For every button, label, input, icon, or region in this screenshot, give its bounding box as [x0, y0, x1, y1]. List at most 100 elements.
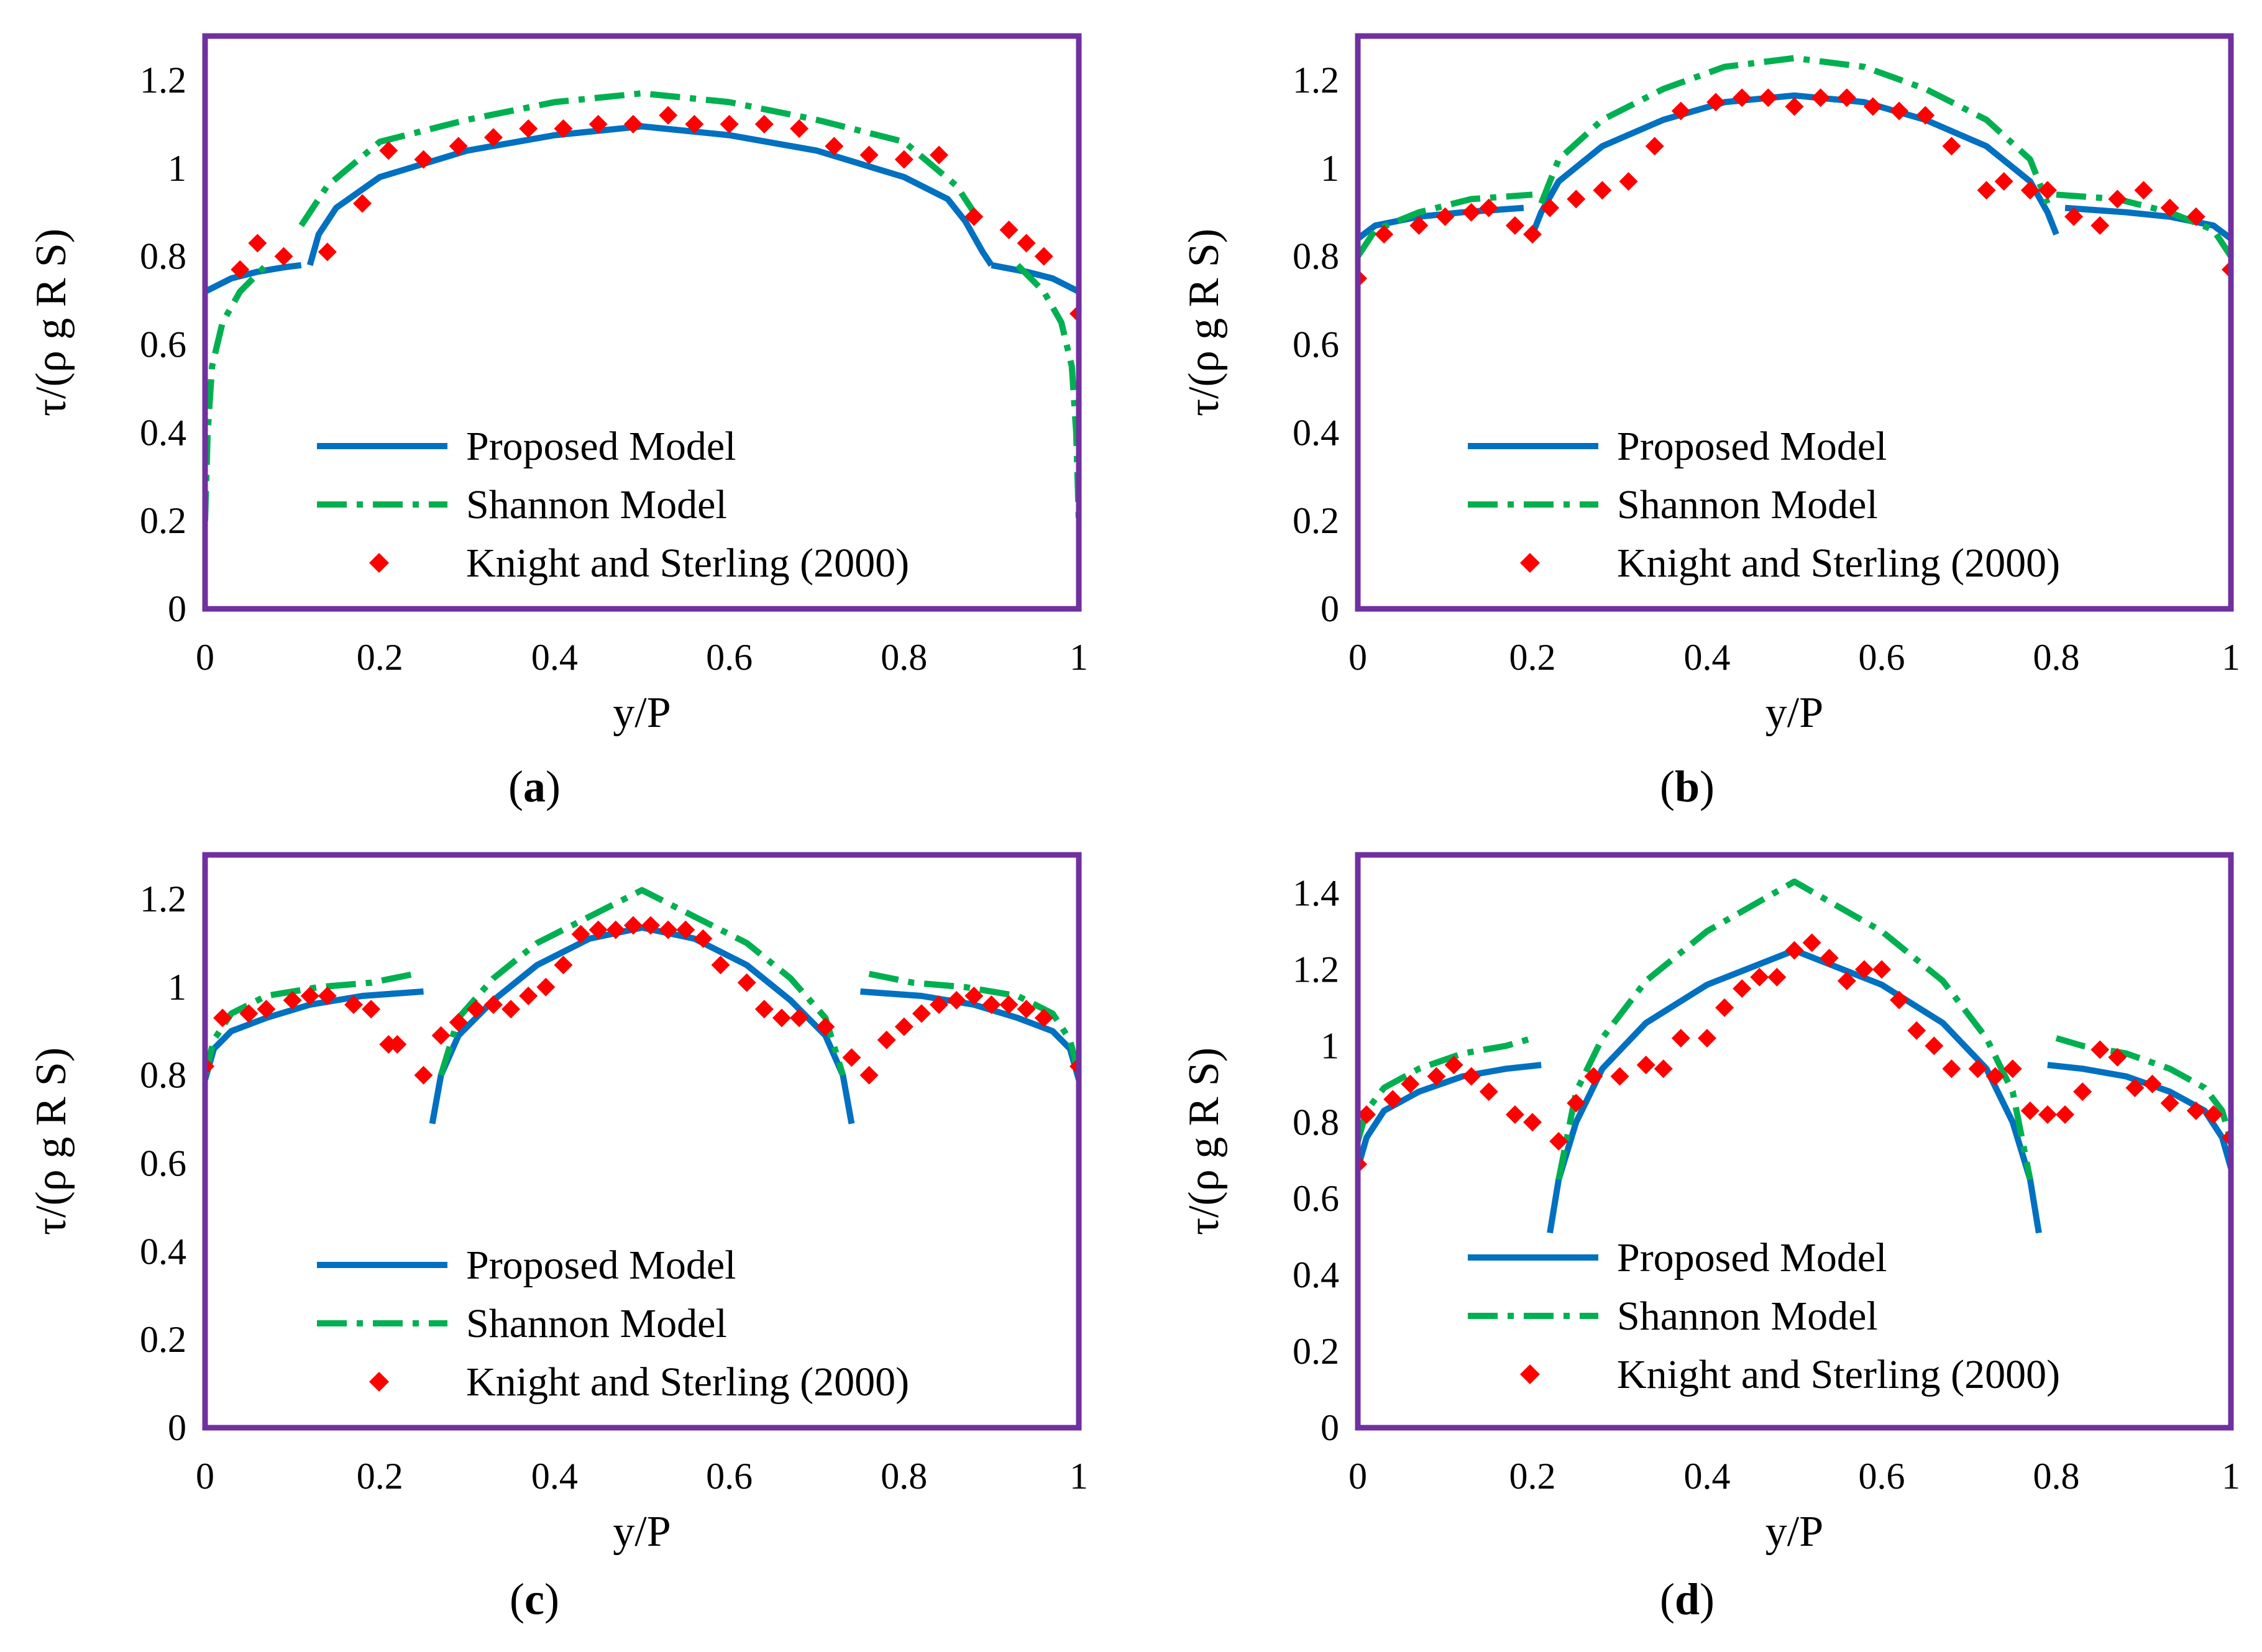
legend: Proposed Model Shannon Model Knight and St…	[317, 1243, 909, 1405]
knight-data-point	[1017, 234, 1036, 253]
knight-data-point	[1654, 1059, 1673, 1079]
knight-data-point	[388, 1034, 407, 1054]
x-tick-label: 0.2	[1509, 637, 1556, 678]
y-tick-label: 1.4	[1293, 872, 1339, 913]
y-tick-label: 0.4	[1293, 1254, 1339, 1295]
red-diamond-marker-icon	[1520, 1364, 1540, 1384]
y-axis-label: τ/(ρ g R S)	[1180, 1047, 1228, 1235]
knight-data-point	[1567, 1093, 1586, 1113]
chart-panel-a: 0 0.2 0.4 0.6 0.8 1 1.2 0 0.2 0.4 0.6 0.8 1 y/P τ/(ρ g…	[27, 33, 1088, 811]
knight-data-point	[213, 1008, 232, 1028]
knight-data-point	[2108, 1047, 2127, 1067]
knight-data-point	[1706, 93, 1726, 112]
knight-data-point	[930, 995, 949, 1015]
knight-data-point	[1698, 1029, 1716, 1048]
y-tick-label: 1	[168, 967, 186, 1008]
y-tick-label: 0.2	[1293, 1331, 1339, 1372]
knight-data-point	[1802, 933, 1821, 952]
shannon-model-curve	[1538, 55, 2051, 205]
y-axis-label: τ/(ρ g R S)	[27, 1047, 75, 1235]
knight-data-point	[754, 1000, 774, 1019]
knight-data-point	[711, 956, 730, 975]
knight-data-point	[1890, 990, 1909, 1010]
knight-data-point	[1479, 198, 1498, 217]
knight-data-point	[947, 991, 966, 1010]
knight-data-point	[1750, 967, 1769, 987]
plot-frame	[1355, 852, 2234, 1431]
knight-data-point	[2186, 207, 2205, 226]
x-tick-label: 0.6	[1859, 1456, 1905, 1497]
knight-data-point	[894, 1017, 914, 1036]
knight-data-point	[1837, 971, 1856, 990]
legend-label-shannon: Shannon Model	[1617, 482, 1878, 527]
knight-data-point	[1916, 106, 1935, 125]
x-tick-label: 0	[1348, 1456, 1367, 1497]
shannon-model-curve	[298, 90, 986, 227]
knight-data-point	[2204, 1105, 2223, 1124]
knight-data-point	[536, 977, 556, 997]
knight-data-point	[1994, 172, 2013, 191]
y-tick-label: 0.2	[1293, 500, 1339, 541]
knight-data-point	[1462, 203, 1481, 222]
y-tick-label: 0.2	[140, 500, 186, 541]
knight-data-point	[1890, 101, 1909, 121]
y-tick-label: 1	[168, 148, 186, 189]
knight-data-point	[1427, 1067, 1446, 1086]
knight-data-point	[1593, 181, 1612, 200]
knight-data-point	[1977, 181, 1996, 200]
knight-data-point	[1409, 216, 1429, 235]
knight-data-point	[842, 1048, 861, 1067]
legend-label-shannon: Shannon Model	[466, 482, 727, 527]
x-tick-label: 0.2	[357, 1456, 403, 1497]
knight-data-point	[1444, 1056, 1463, 1075]
y-tick-label: 0.2	[140, 1319, 186, 1360]
knight-data-point	[1942, 1059, 1961, 1079]
caption-letter: d	[1675, 1574, 1700, 1624]
legend-label-shannon: Shannon Model	[466, 1301, 727, 1346]
knight-data-point	[431, 1026, 451, 1045]
y-tick-label: 0.8	[140, 1055, 186, 1096]
knight-data-point	[1785, 97, 1804, 116]
y-tick-label: 1.2	[140, 60, 186, 101]
proposed-model-curve	[205, 988, 424, 1081]
knight-data-point	[379, 141, 398, 160]
knight-data-point	[1034, 1008, 1053, 1028]
knight-data-point	[1820, 948, 1839, 967]
shannon-model-curve	[1358, 1035, 1534, 1143]
x-tick-label: 0.8	[881, 637, 927, 678]
knight-data-point	[353, 194, 372, 213]
x-tick-label: 0.8	[2033, 1456, 2080, 1497]
y-tick-label: 0	[168, 588, 186, 629]
proposed-model-curve	[1547, 947, 2042, 1234]
x-tick-label: 0	[196, 1456, 214, 1497]
panel-caption: (c)	[510, 1574, 559, 1624]
legend-label-knight: Knight and Sterling (2000)	[1617, 541, 2060, 586]
knight-data-point	[449, 137, 468, 156]
x-tick-label: 0.4	[1684, 637, 1731, 678]
y-axis-label: τ/(ρ g R S)	[1180, 229, 1228, 416]
shannon-model-curve	[1358, 191, 1533, 258]
chart-panel-c: 0 0.2 0.4 0.6 0.8 1 1.2 0 0.2 0.4 0.6 0.8 1 y/P τ/(ρ g…	[27, 852, 1088, 1624]
knight-data-point	[694, 929, 713, 948]
caption-paren-open: (	[510, 1574, 524, 1624]
knight-data-point	[588, 920, 608, 939]
knight-data-point	[1671, 101, 1690, 121]
x-tick-label: 0.4	[531, 637, 578, 678]
legend-label-proposed: Proposed Model	[1617, 1235, 1887, 1280]
knight-data-point	[239, 1004, 259, 1023]
knight-data-point	[1375, 225, 1394, 244]
knight-data-point	[1017, 1000, 1036, 1019]
proposed-model-curve	[306, 123, 994, 267]
plot-area	[1358, 55, 2231, 288]
knight-data-point	[2020, 1101, 2040, 1120]
knight-data-point	[964, 986, 984, 1005]
knight-data-point	[623, 114, 643, 134]
knight-data-point	[318, 986, 337, 1005]
knight-data-point	[1034, 247, 1053, 266]
y-tick-label: 0.8	[1293, 236, 1339, 277]
y-tick-label: 0	[1321, 1407, 1339, 1448]
knight-data-point	[2186, 1101, 2205, 1120]
y-tick-label: 0.4	[1293, 412, 1339, 453]
y-tick-label: 0.6	[140, 1143, 186, 1184]
caption-paren-close: )	[544, 1574, 559, 1624]
